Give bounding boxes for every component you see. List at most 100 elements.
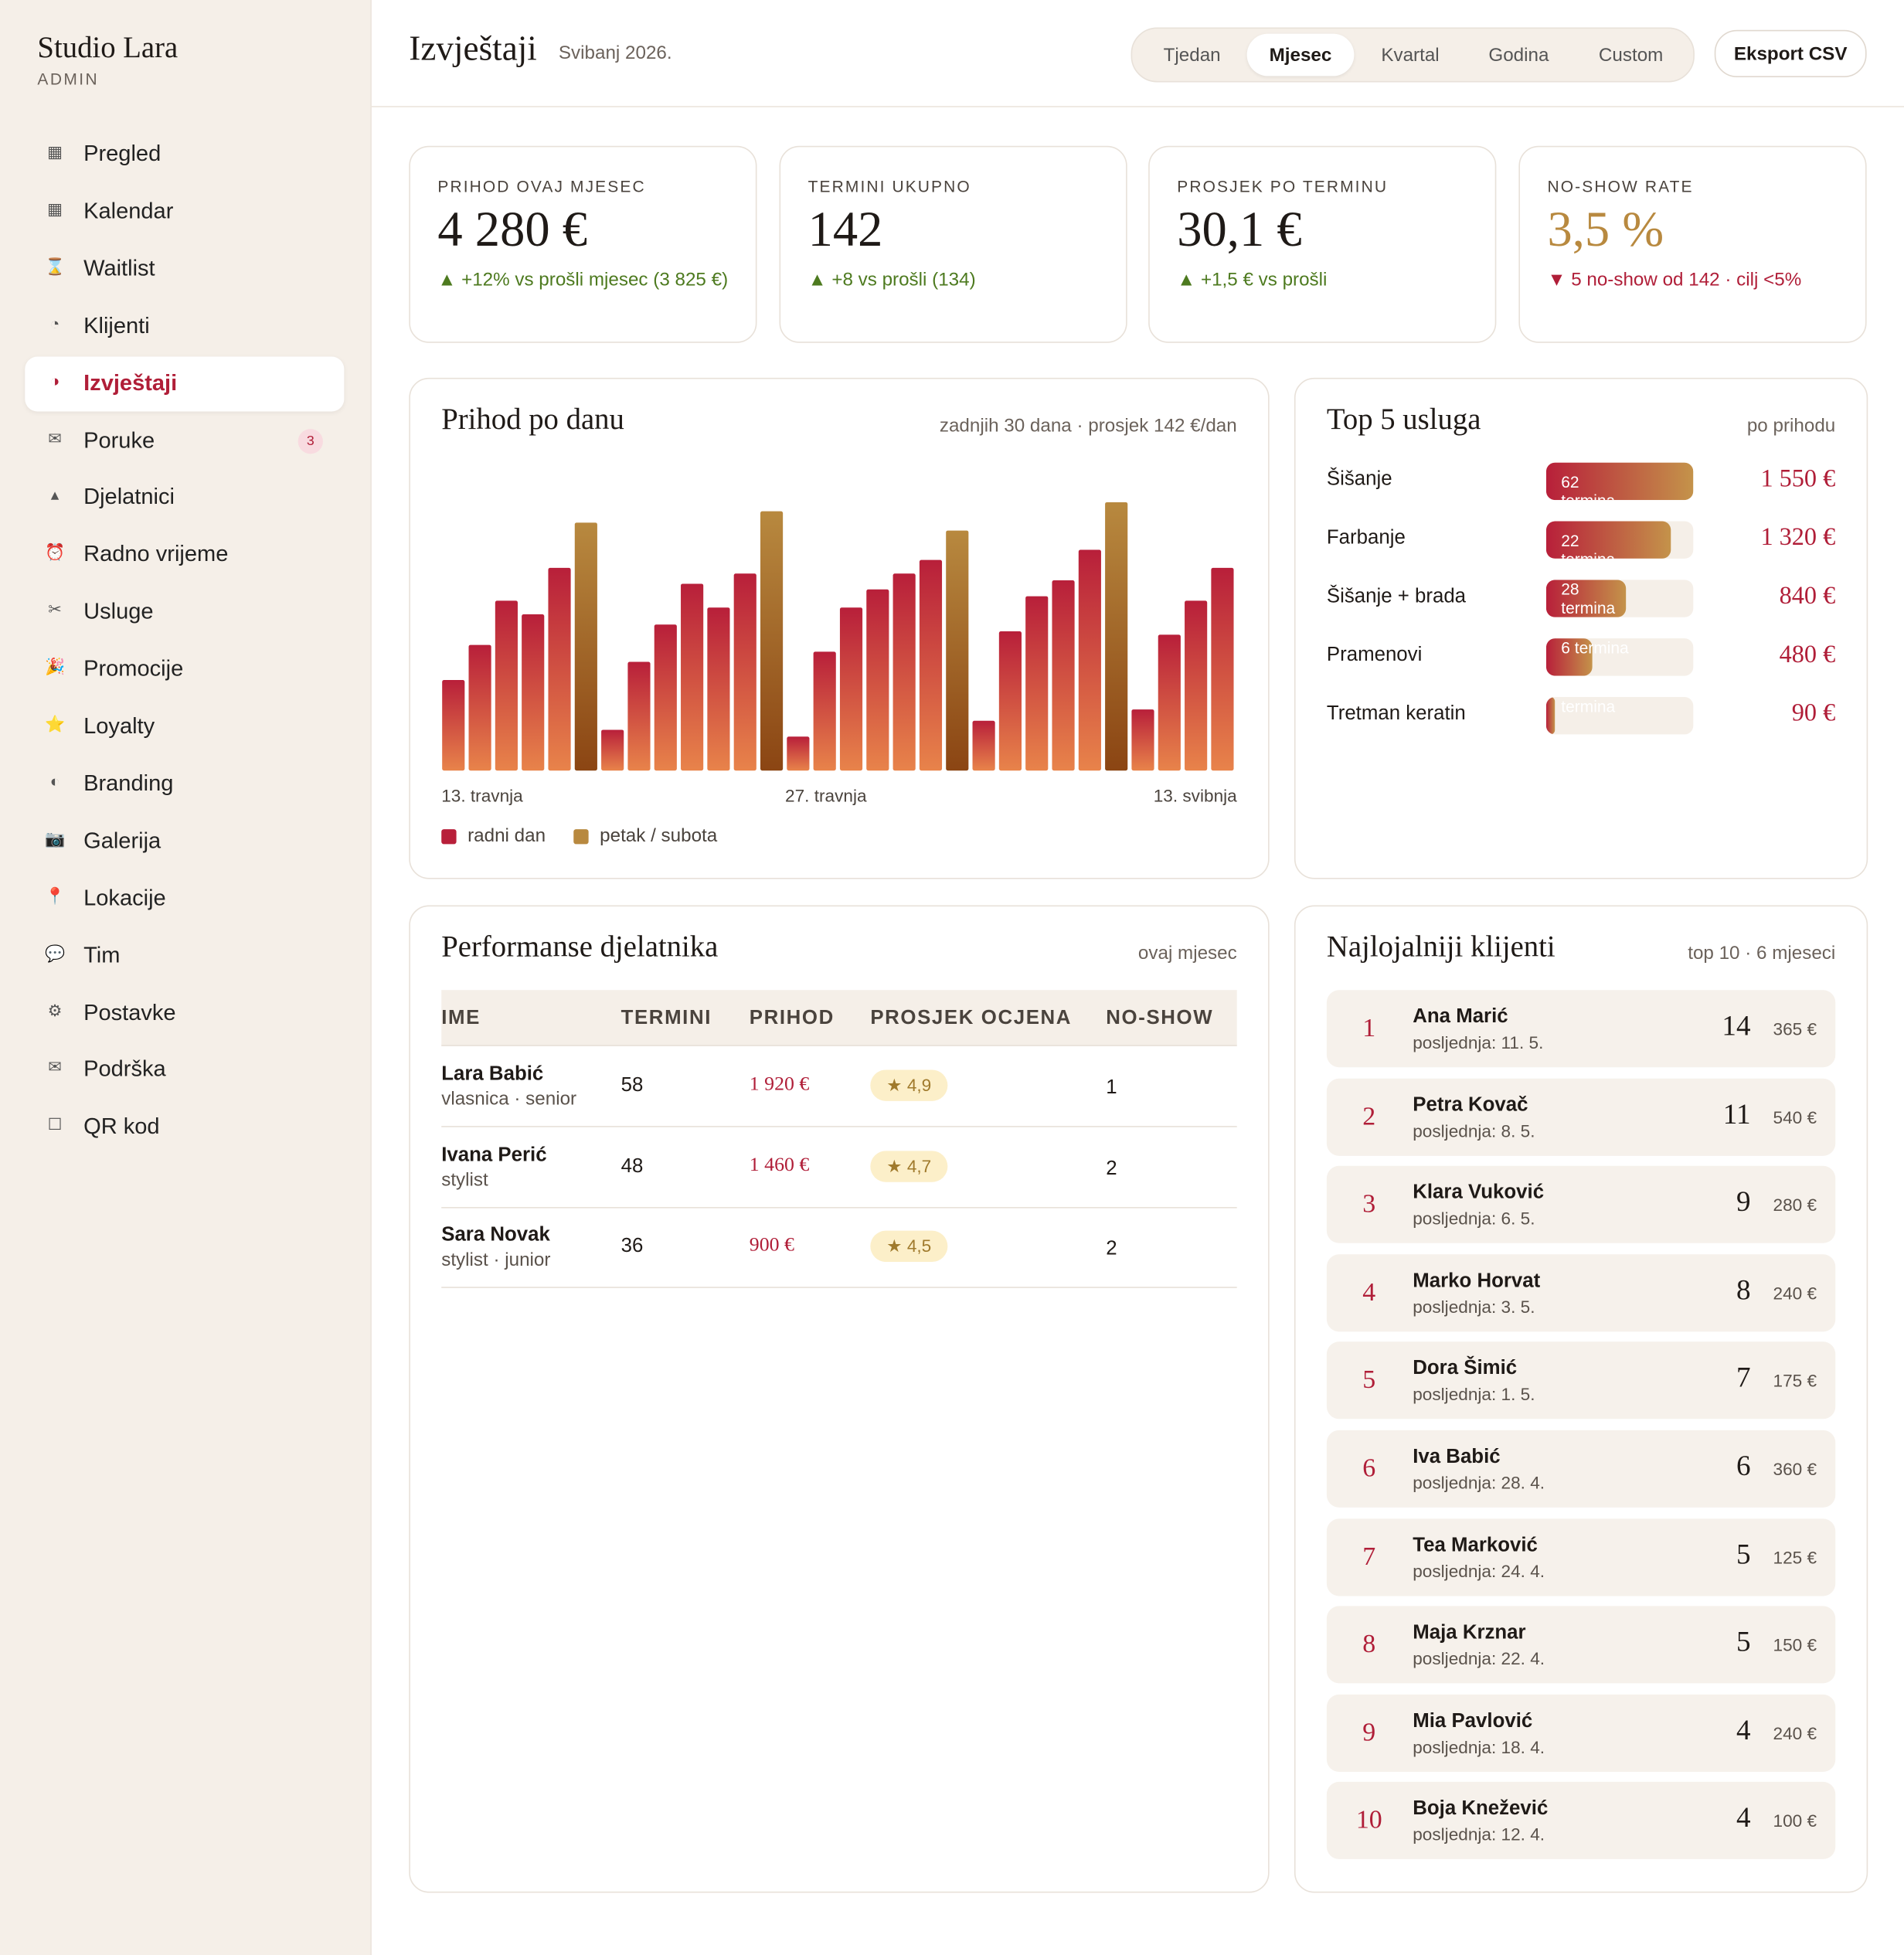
legend-swatch (441, 829, 457, 845)
tab[interactable]: Custom (1577, 34, 1685, 76)
service-track: 6 termina (1545, 638, 1694, 676)
client-row: 4 Marko Horvat posljednja: 3. 5. 8 240 € (1326, 1253, 1836, 1332)
x-tick-label: 13. travnja (441, 785, 523, 806)
bar (654, 624, 677, 771)
kpi-card: TERMINI UKUPNO 142 ▲ +8 vs prošli (134) (779, 145, 1127, 343)
x-tick-label: 13. svibnja (1153, 785, 1237, 806)
nav-item[interactable]: ▦ Kalendar (25, 185, 344, 240)
client-amount: 240 € (1773, 1722, 1817, 1743)
nav-item[interactable]: ◑ Izvještaji (25, 355, 345, 411)
nav-icon: ▦ (47, 141, 63, 162)
client-last: posljednja: 12. 4. (1413, 1824, 1545, 1845)
service-bar-label: termina (1561, 697, 1616, 716)
nav-item[interactable]: ⌛ Waitlist (25, 242, 344, 297)
services-subtitle: po prihodu (1746, 415, 1836, 437)
nav-item[interactable]: ◔ Klijenti (25, 299, 344, 354)
nav-item[interactable]: ✉ Poruke 3 (25, 413, 344, 468)
client-rank: 5 (1362, 1364, 1376, 1395)
nav-item[interactable]: ⏰ Radno vrijeme (25, 528, 344, 583)
service-bar (1545, 521, 1672, 559)
bar (787, 736, 810, 771)
kpi-label: NO-SHOW RATE (1547, 177, 1694, 196)
nav-label: Postavke (83, 999, 176, 1025)
nav-label: Waitlist (83, 255, 155, 280)
service-bar-label: 6 termina (1561, 638, 1629, 658)
chart-subtitle: zadnjih 30 dana · prosjek 142 €/dan (939, 415, 1237, 437)
nav-item[interactable]: ◐ Branding (25, 756, 344, 811)
nav-item[interactable]: ▴ Djelatnici (25, 471, 344, 525)
bar (1211, 567, 1234, 771)
nav-icon: ⭐ (45, 714, 66, 733)
nav-icon: ☐ (47, 1115, 63, 1134)
nav-item[interactable]: 🎉 Promocije (25, 642, 344, 697)
tabs: Tjedan Mjesec Kvartal Godina Custom (1130, 27, 1695, 83)
column-header: PRIHOD (749, 1007, 835, 1029)
client-row: 2 Petra Kovač posljednja: 8. 5. 11 540 € (1326, 1078, 1836, 1156)
nav-label: Pregled (83, 141, 162, 166)
nav-item[interactable]: 📷 Galerija (25, 814, 344, 869)
client-visits: 11 (1722, 1097, 1751, 1130)
service-name: Tretman keratin (1326, 703, 1466, 725)
tab[interactable]: Godina (1465, 34, 1572, 76)
nav-item[interactable]: ☐ QR kod (25, 1100, 344, 1155)
nav-icon: 💬 (45, 943, 66, 963)
nav-icon: ▦ (47, 199, 63, 219)
bar (972, 720, 995, 771)
nav-item[interactable]: ▦ Pregled (25, 128, 344, 182)
nav-item[interactable]: 📍 Lokacije (25, 871, 344, 926)
period: Svibanj 2026. (558, 42, 672, 64)
tab-label: Tjedan (1163, 45, 1221, 66)
bar (892, 573, 916, 771)
nav-item[interactable]: ✉ Podrška (25, 1043, 344, 1098)
client-amount: 280 € (1773, 1195, 1817, 1215)
client-rank: 9 (1362, 1716, 1376, 1747)
no-show: 2 (1106, 1238, 1117, 1260)
client-last: posljednja: 6. 5. (1413, 1208, 1535, 1229)
bar (733, 573, 756, 771)
client-amount: 540 € (1773, 1107, 1817, 1127)
kpi-value: 3,5 % (1547, 200, 1664, 257)
bar (1185, 600, 1208, 771)
rating: ★ 4,5 (870, 1230, 948, 1262)
client-visits: 5 (1736, 1626, 1751, 1658)
services-title: Top 5 usluga (1326, 403, 1481, 437)
bar (468, 644, 491, 771)
tab[interactable]: Tjedan (1138, 34, 1246, 76)
x-tick-label: 27. travnja (785, 785, 867, 806)
client-row: 10 Boja Knežević posljednja: 12. 4. 4 100 € (1326, 1782, 1836, 1860)
client-last: posljednja: 8. 5. (1413, 1120, 1535, 1141)
bar (1131, 709, 1154, 771)
revenue: 1 460 € (749, 1154, 810, 1175)
client-last: posljednja: 22. 4. (1413, 1648, 1545, 1669)
client-rank: 1 (1362, 1012, 1376, 1042)
nav-item[interactable]: ⚙ Postavke (25, 986, 344, 1041)
tab[interactable]: Kvartal (1357, 34, 1464, 76)
service-bar-label: 22 termina (1561, 531, 1615, 558)
bar (495, 600, 518, 771)
row-line (441, 1287, 1237, 1288)
bar-chart (442, 502, 1234, 771)
nav-item[interactable]: 💬 Tim (25, 928, 344, 983)
bar (1105, 502, 1128, 771)
revenue: 1 920 € (749, 1073, 810, 1095)
bar (998, 631, 1022, 771)
tab-label: Custom (1598, 45, 1664, 66)
nav-icon: ◑ (49, 371, 60, 390)
nav-icon: 📍 (45, 886, 66, 905)
staff-name: Ivana Perić (441, 1144, 547, 1165)
nav-item[interactable]: ✂ Usluge (25, 585, 344, 640)
bar (1025, 596, 1049, 771)
service-name: Šišanje (1326, 468, 1392, 491)
client-name: Boja Knežević (1413, 1798, 1549, 1820)
client-last: posljednja: 18. 4. (1413, 1736, 1545, 1757)
bar (919, 559, 943, 771)
tab[interactable]: Mjesec (1246, 33, 1355, 76)
client-row: 7 Tea Marković posljednja: 24. 4. 5 125 € (1326, 1518, 1836, 1596)
kpi-delta: ▼ 5 no-show od 142 · cilj <5% (1547, 269, 1802, 291)
service-name: Šišanje + brada (1326, 586, 1467, 607)
bar (707, 607, 730, 771)
nav-item[interactable]: ⭐ Loyalty (25, 699, 344, 754)
nav-icon: ⏰ (45, 542, 66, 562)
export-button[interactable]: Eksport CSV (1714, 29, 1867, 78)
no-show: 1 (1106, 1077, 1117, 1099)
